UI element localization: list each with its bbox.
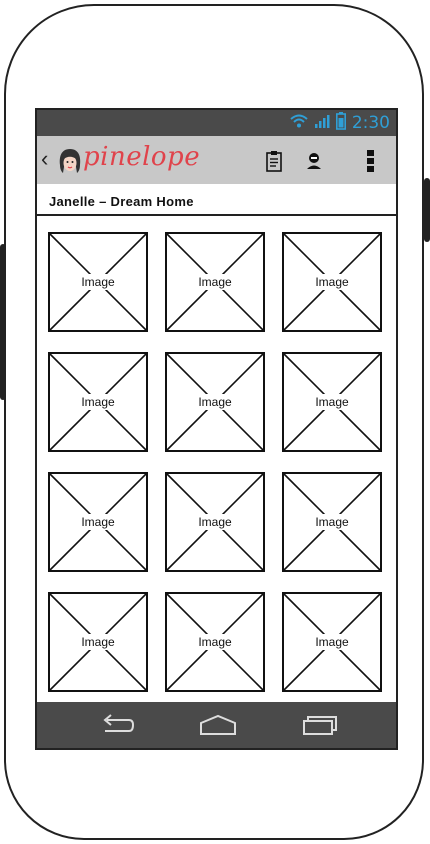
image-placeholder-tile[interactable]: Image <box>165 352 265 452</box>
status-bar: 2:30 <box>37 110 396 136</box>
home-icon[interactable] <box>198 712 238 738</box>
page-title: Janelle – Dream Home <box>49 194 194 209</box>
image-label: Image <box>79 634 117 650</box>
status-clock: 2:30 <box>351 113 390 133</box>
image-placeholder-tile[interactable]: Image <box>165 472 265 572</box>
image-placeholder-tile[interactable]: Image <box>282 472 382 572</box>
back-chevron-icon[interactable]: ‹ <box>41 146 49 171</box>
image-placeholder-icon <box>282 232 382 332</box>
image-placeholder-icon <box>48 472 148 572</box>
action-bar: ‹ pinelope <box>37 136 396 184</box>
overflow-menu-icon[interactable] <box>359 149 383 173</box>
image-placeholder-tile[interactable]: Image <box>282 592 382 692</box>
wifi-icon <box>290 114 308 133</box>
image-placeholder-tile[interactable]: Image <box>282 232 382 332</box>
image-label: Image <box>79 514 117 530</box>
recents-icon[interactable] <box>299 712 339 738</box>
title-divider <box>37 214 396 216</box>
phone-right-button <box>424 178 430 242</box>
screen: 2:30 ‹ pinelope <box>35 108 398 750</box>
image-placeholder-tile[interactable]: Image <box>165 232 265 332</box>
image-label: Image <box>196 634 234 650</box>
image-placeholder-tile[interactable]: Image <box>282 352 382 452</box>
image-placeholder-tile[interactable]: Image <box>48 472 148 572</box>
profile-icon[interactable] <box>302 149 326 173</box>
image-label: Image <box>313 514 351 530</box>
image-placeholder-icon <box>48 352 148 452</box>
image-placeholder-tile[interactable]: Image <box>48 352 148 452</box>
app-logo-icon[interactable] <box>57 147 83 175</box>
phone-left-button <box>0 244 6 400</box>
image-label: Image <box>79 394 117 410</box>
image-grid: Image Image Image Image Image Image Image Image… <box>48 232 384 692</box>
image-placeholder-tile[interactable]: Image <box>48 592 148 692</box>
navigation-bar <box>37 702 396 748</box>
image-label: Image <box>196 274 234 290</box>
image-placeholder-tile[interactable]: Image <box>48 232 148 332</box>
image-label: Image <box>79 274 117 290</box>
signal-icon <box>314 114 330 133</box>
app-name[interactable]: pinelope <box>83 142 201 172</box>
image-label: Image <box>313 634 351 650</box>
back-icon[interactable] <box>97 712 137 738</box>
image-label: Image <box>313 274 351 290</box>
clipboard-icon[interactable] <box>262 149 286 173</box>
image-label: Image <box>313 394 351 410</box>
image-placeholder-tile[interactable]: Image <box>165 592 265 692</box>
battery-icon <box>335 111 346 135</box>
image-label: Image <box>196 394 234 410</box>
image-label: Image <box>196 514 234 530</box>
